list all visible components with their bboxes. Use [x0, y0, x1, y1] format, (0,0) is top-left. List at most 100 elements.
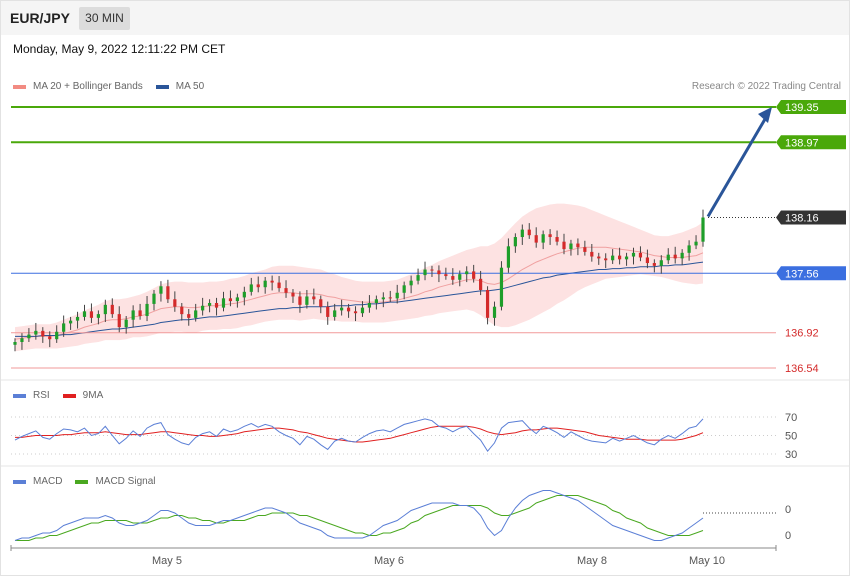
candle-body: [381, 297, 385, 300]
candle-body: [13, 341, 17, 345]
candle-body: [312, 296, 316, 300]
candle-body: [41, 330, 45, 337]
legend-swatch-ma20: [13, 84, 26, 89]
candle-body: [62, 323, 66, 332]
candle-body: [298, 296, 302, 305]
candle-body: [89, 311, 94, 318]
candle-body: [305, 296, 309, 305]
candle-body: [346, 307, 351, 312]
macd-legend: MACD MACD Signal: [13, 476, 155, 487]
legend-label-9ma: 9MA: [82, 390, 104, 401]
candle-body: [166, 286, 170, 300]
candle-body: [611, 255, 615, 261]
x-tick-May-5: May 5: [152, 555, 182, 567]
level-label-136.92: 136.92: [785, 328, 819, 340]
candle-body: [388, 297, 392, 299]
level-label-139.35: 139.35: [785, 102, 819, 114]
candle-body: [569, 243, 573, 250]
candle-body: [624, 256, 629, 260]
candle-body: [472, 271, 476, 279]
legend-label-macd: MACD: [33, 476, 63, 487]
candle-body: [666, 254, 670, 261]
candle-body: [576, 243, 580, 248]
level-label-136.54: 136.54: [785, 363, 819, 375]
level-tag-138.97: [776, 135, 846, 150]
forecast-arrow-line: [706, 113, 770, 218]
candle-body: [513, 237, 517, 247]
candle-body: [618, 255, 622, 260]
candle-body: [694, 241, 698, 246]
candle-body: [374, 299, 378, 303]
timeframe-button[interactable]: 30 MIN: [79, 7, 130, 30]
candle-body: [263, 280, 267, 288]
candle-body: [180, 306, 184, 315]
macd-signal-line: [15, 495, 704, 541]
candle-body: [687, 245, 691, 253]
candle-body: [207, 302, 212, 306]
candle-body: [34, 330, 38, 335]
candle-body: [506, 246, 511, 268]
candle-body: [340, 307, 344, 311]
candle-body: [96, 314, 100, 318]
candle-body: [583, 247, 587, 252]
candle-body: [242, 291, 246, 298]
candle-body: [437, 270, 441, 275]
candle-body: [326, 306, 330, 317]
candle-body: [590, 251, 594, 257]
candle-body: [138, 310, 142, 316]
candle-body: [214, 302, 219, 308]
candle-body: [291, 292, 295, 297]
candle-body: [117, 314, 121, 328]
ma50-line: [15, 261, 704, 337]
candle-body: [458, 274, 462, 280]
legend-label-macd-signal: MACD Signal: [95, 476, 156, 487]
candle-body: [402, 285, 406, 293]
copyright-label: Research © 2022 Trading Central: [691, 81, 841, 92]
rsi-tick-50: 50: [785, 431, 797, 443]
candle-body: [48, 336, 52, 340]
candle-body: [152, 293, 156, 304]
candle-body: [416, 275, 420, 281]
candle-body: [652, 263, 656, 266]
candle-body: [430, 269, 434, 271]
rsi-tick-30: 30: [785, 449, 797, 461]
candle-body: [319, 299, 323, 307]
macd-tick-0: 0: [785, 504, 791, 516]
level-tag-137.56: [776, 266, 846, 281]
candle-body: [270, 280, 274, 283]
candle-body: [187, 314, 191, 318]
candle-body: [451, 276, 455, 280]
rsi-line: [14, 418, 704, 453]
datetime-label: Monday, May 9, 2022 12:11:22 PM CET: [13, 42, 226, 56]
symbol-label: EUR/JPY: [10, 10, 70, 26]
x-tick-May-8: May 8: [577, 555, 607, 567]
candle-body: [604, 258, 608, 261]
candle-body: [194, 310, 198, 318]
candle-body: [527, 229, 531, 236]
candle-body: [228, 298, 233, 302]
top-bar: [1, 1, 849, 35]
candle-body: [20, 338, 24, 342]
candle-body: [145, 303, 149, 316]
bollinger-band: [15, 203, 703, 352]
candle-body: [395, 292, 399, 299]
candle-body: [499, 267, 504, 307]
candle-body: [659, 260, 663, 266]
candle-body: [680, 252, 684, 259]
candle-body: [249, 284, 253, 292]
candle-body: [75, 316, 80, 321]
legend-swatch-rsi: [13, 393, 26, 398]
rsi-tick-70: 70: [785, 412, 797, 424]
level-label-138.97: 138.97: [785, 137, 819, 149]
candle-body: [520, 229, 524, 238]
main-legend: MA 20 + Bollinger Bands MA 50: [13, 81, 204, 92]
candle-body: [353, 311, 358, 314]
candle-body: [27, 334, 31, 339]
candle-body: [103, 304, 107, 315]
legend-swatch-9ma: [62, 393, 76, 398]
level-label-137.56: 137.56: [785, 268, 819, 280]
legend-swatch-ma50: [155, 84, 169, 89]
candle-body: [548, 234, 552, 238]
macd-tick-0-lower: 0: [785, 530, 791, 542]
